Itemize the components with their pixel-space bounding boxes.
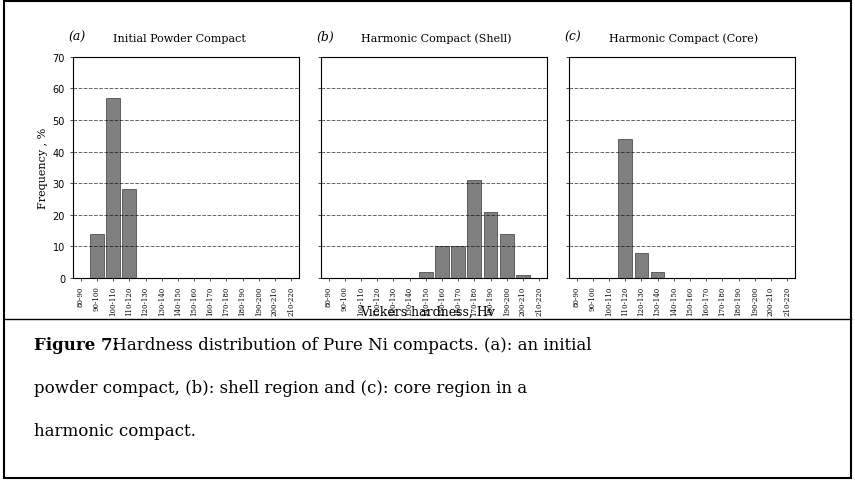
Bar [419,272,433,278]
Text: Initial Powder Compact: Initial Powder Compact [114,35,246,44]
Bar [106,98,120,278]
Bar [651,272,664,278]
Text: (a): (a) [68,31,86,44]
Text: Harmonic Compact (Shell): Harmonic Compact (Shell) [362,34,512,44]
Bar [618,140,632,278]
Bar [122,190,136,278]
Text: (b): (b) [316,31,333,44]
Text: harmonic compact.: harmonic compact. [34,422,196,439]
Bar [468,180,481,278]
Bar [500,234,514,278]
Text: Hardness distribution of Pure Ni compacts. (a): an initial: Hardness distribution of Pure Ni compact… [107,336,592,353]
Bar [451,247,465,278]
Text: Harmonic Compact (Core): Harmonic Compact (Core) [610,34,758,44]
Bar [634,253,648,278]
Bar [90,234,103,278]
Y-axis label: Frequency , %: Frequency , % [38,128,49,208]
Bar [484,212,498,278]
Bar [516,275,530,278]
Text: Vickers hardness, Hv: Vickers hardness, Hv [360,305,495,318]
Text: Figure 7:: Figure 7: [34,336,119,353]
Text: powder compact, (b): shell region and (c): core region in a: powder compact, (b): shell region and (c… [34,379,528,396]
Text: (c): (c) [564,31,581,44]
Bar [435,247,449,278]
